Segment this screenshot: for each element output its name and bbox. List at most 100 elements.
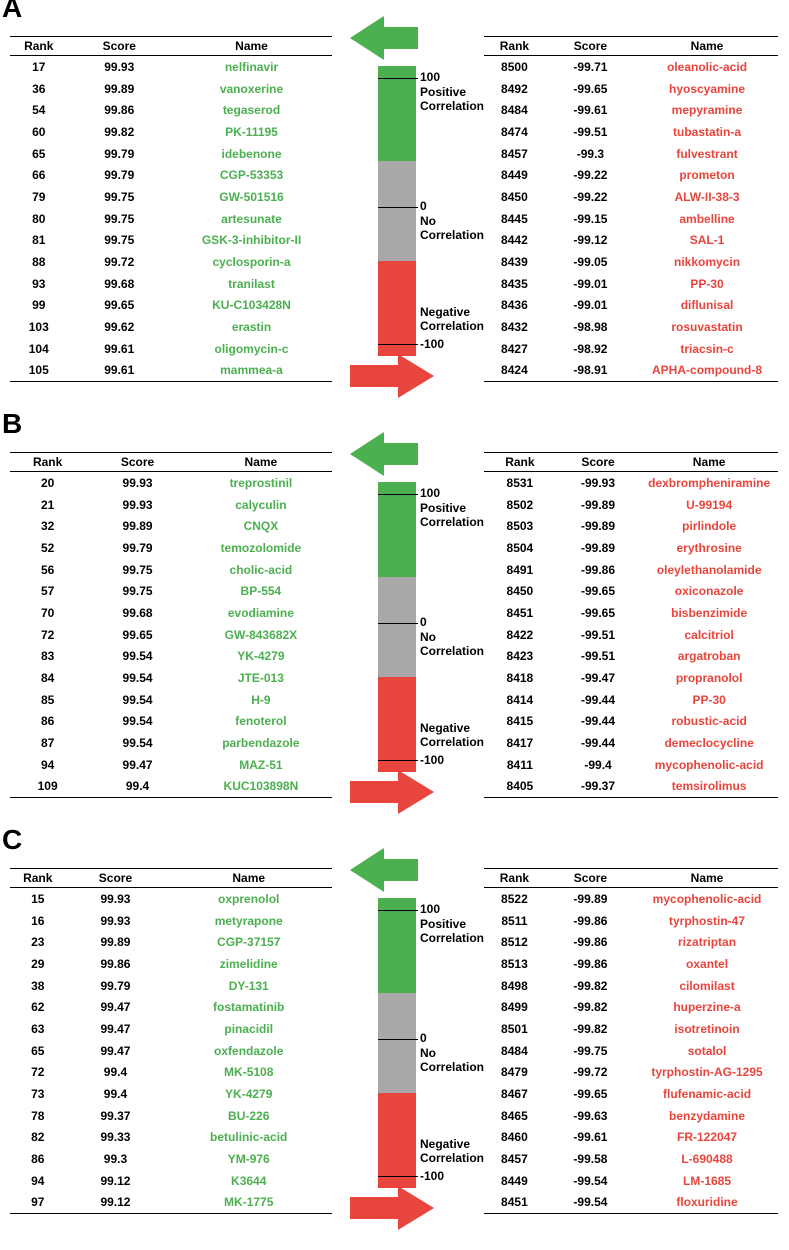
- positive-value-label: 100: [420, 70, 441, 84]
- score-cell: -99.51: [581, 627, 616, 642]
- score-cell: -99.37: [555, 775, 641, 799]
- score-cell: -99.72: [573, 1065, 608, 1080]
- rank-cell: 8432: [501, 320, 528, 335]
- rank-cell: 72: [31, 1065, 45, 1080]
- table-row: 72 99.65 GW-843682X: [10, 624, 332, 646]
- table-row: 52 99.79 temozolomide: [10, 537, 332, 559]
- table-row: 8411 -99.4 mycophenolic-acid: [484, 754, 778, 776]
- left-arrow-icon: [350, 432, 418, 476]
- drug-name-cell: treprostinil: [229, 475, 293, 490]
- drug-name-cell: huperzine-a: [673, 1000, 741, 1015]
- rank-cell: 8504: [506, 540, 534, 555]
- table-row: 8474 -99.51 tubastatin-a: [484, 121, 778, 143]
- drug-name-cell: flufenamic-acid: [663, 1087, 752, 1102]
- drug-name-cell: fulvestrant: [676, 146, 738, 161]
- rank-cell: 8418: [506, 671, 534, 686]
- table-row: 86 99.3 YM-976: [10, 1148, 332, 1170]
- rank-cell: 62: [31, 1000, 45, 1015]
- table-row: 8432 -98.98 rosuvastatin: [484, 316, 778, 338]
- table-row: 8531 -99.93 dexbrompheniramine: [484, 472, 778, 494]
- rank-cell: 8414: [506, 692, 534, 707]
- negative-correlation-table: Rank Score Name 8500 -99.71 oleanolic-acid 849…: [484, 36, 778, 383]
- drug-name-cell: YK-4279: [237, 649, 285, 664]
- drug-name-cell: temsirolimus: [640, 775, 778, 799]
- rank-cell: 86: [40, 714, 55, 729]
- drug-name-cell: evodiamine: [227, 605, 294, 620]
- table-row: 86 99.54 fenoterol: [10, 711, 332, 733]
- drug-name-cell: GW-843682X: [224, 627, 298, 642]
- rank-cell: 8451: [506, 605, 534, 620]
- drug-name-cell: pirlindole: [682, 519, 737, 534]
- table-row: 8422 -99.51 calcitriol: [484, 624, 778, 646]
- table-row: 79 99.75 GW-501516: [10, 186, 332, 208]
- drug-name-cell: KUC103898N: [189, 775, 332, 799]
- table-row: 62 99.47 fostamatinib: [10, 996, 332, 1018]
- negative-value-label: -100: [420, 337, 445, 351]
- rank-cell: 23: [31, 935, 45, 950]
- rank-cell: 36: [32, 81, 46, 96]
- drug-name-cell: oxprenolol: [218, 891, 280, 906]
- score-cell: 99.47: [100, 1043, 131, 1058]
- score-cell: 99.54: [122, 649, 153, 664]
- negative-segment: [378, 677, 416, 772]
- score-header: Score: [67, 36, 171, 56]
- drug-name-cell: tyrphostin-AG-1295: [651, 1065, 763, 1080]
- table-row: 8511 -99.86 tyrphostin-47: [484, 910, 778, 932]
- rank-cell: 8503: [506, 519, 534, 534]
- score-cell: -99.89: [581, 519, 616, 534]
- panel-c: C Rank Score Name 15 99.93 oxprenolol 16 99.93 me…: [0, 824, 789, 1242]
- rank-cell: 65: [31, 1043, 45, 1058]
- score-cell: -99.89: [581, 497, 616, 512]
- score-cell: -99.86: [573, 913, 608, 928]
- score-cell: 99.37: [100, 1108, 131, 1123]
- score-header: Score: [555, 452, 641, 472]
- right-arrow-icon: [350, 354, 434, 398]
- score-cell: 99.47: [122, 757, 153, 772]
- drug-name-cell: parbendazole: [222, 736, 300, 751]
- drug-name-cell: KU-C103428N: [212, 298, 291, 313]
- rank-cell: 81: [32, 233, 46, 248]
- table-row: 84 99.54 JTE-013: [10, 667, 332, 689]
- score-cell: 99.54: [122, 714, 153, 729]
- rank-cell: 57: [40, 584, 55, 599]
- score-cell: -99.93: [581, 475, 616, 490]
- score-cell: 99.93: [100, 891, 131, 906]
- drug-name-cell: rizatriptan: [678, 935, 737, 950]
- table-row: 72 99.4 MK-5108: [10, 1062, 332, 1084]
- drug-name-cell: H-9: [251, 692, 271, 707]
- tick-100: [378, 494, 418, 495]
- drug-name-cell: BU-226: [228, 1108, 270, 1123]
- table-row: 60 99.82 PK-11195: [10, 121, 332, 143]
- table-row: 38 99.79 DY-131: [10, 975, 332, 997]
- drug-name-cell: benzydamine: [669, 1108, 746, 1123]
- table-row: 8424 -98.91 APHA-compound-8: [484, 359, 778, 383]
- drug-name-cell: cyclosporin-a: [212, 255, 291, 270]
- table-row: 8498 -99.82 cilomilast: [484, 975, 778, 997]
- drug-name-cell: mycophenolic-acid: [654, 757, 764, 772]
- table-row: 8465 -99.63 benzydamine: [484, 1105, 778, 1127]
- table-row: 88 99.72 cyclosporin-a: [10, 251, 332, 273]
- score-cell: -99.22: [573, 168, 608, 183]
- rank-header: Rank: [10, 36, 68, 56]
- score-header: Score: [544, 868, 637, 888]
- rank-cell: 8417: [506, 736, 534, 751]
- drug-name-cell: idebenone: [221, 146, 282, 161]
- table-row: 8479 -99.72 tyrphostin-AG-1295: [484, 1062, 778, 1084]
- drug-name-cell: robustic-acid: [671, 714, 747, 729]
- right-arrow-icon: [350, 770, 434, 814]
- rank-cell: 17: [32, 59, 46, 74]
- rank-cell: 93: [32, 276, 46, 291]
- rank-cell: 8449: [501, 1173, 528, 1188]
- table-row: 54 99.86 tegaserod: [10, 99, 332, 121]
- drug-name-cell: BP-554: [240, 584, 282, 599]
- positive-correlation-label: Positive Correlation: [420, 501, 485, 529]
- table-row: 70 99.68 evodiamine: [10, 602, 332, 624]
- rank-cell: 8501: [501, 1021, 528, 1036]
- score-cell: -99.47: [581, 671, 616, 686]
- tick-100: [378, 78, 418, 79]
- table-row: 8460 -99.61 FR-122047: [484, 1127, 778, 1149]
- drug-name-cell: sotalol: [687, 1043, 727, 1058]
- table-row: 20 99.93 treprostinil: [10, 472, 332, 494]
- tick-neg-100: [378, 1176, 418, 1177]
- drug-name-cell: ALW-II-38-3: [674, 189, 740, 204]
